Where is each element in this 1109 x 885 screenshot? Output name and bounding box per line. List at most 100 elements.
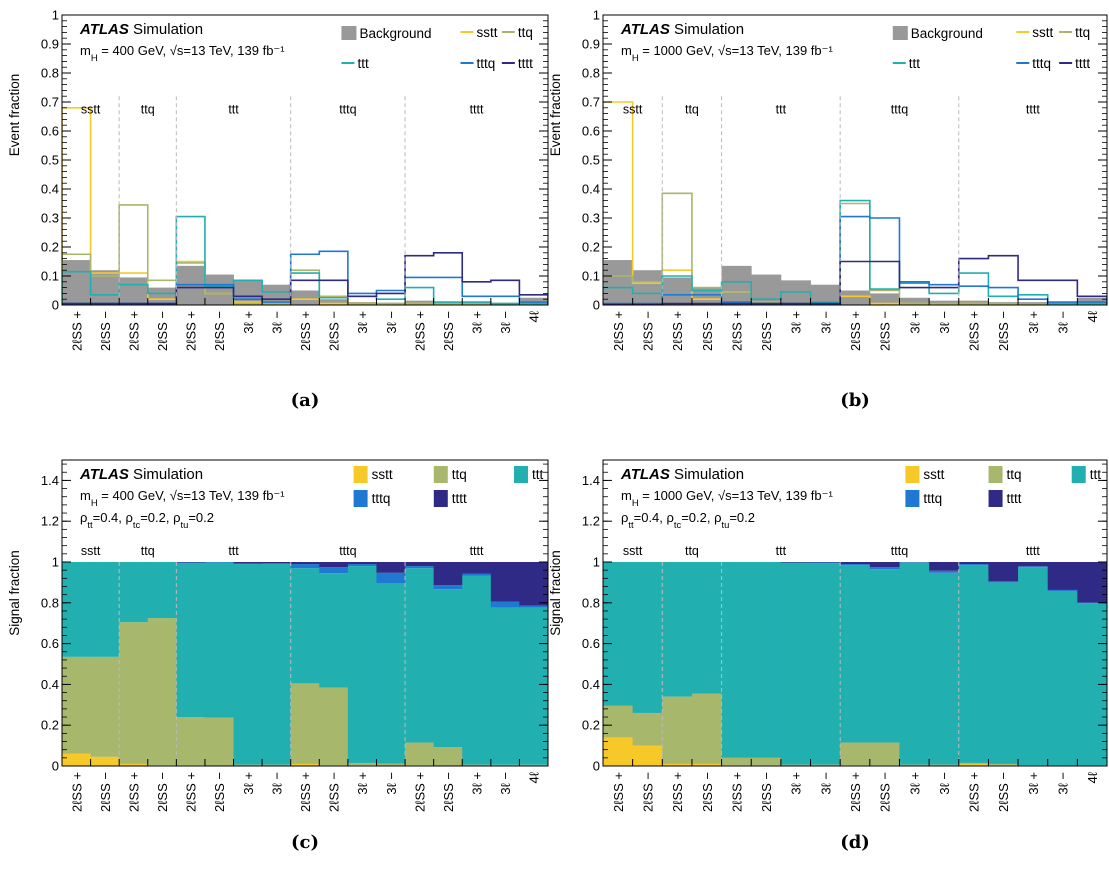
legend-label: tttt — [518, 56, 533, 71]
x-tick-label: 2ℓSS + — [184, 311, 199, 351]
bar-ttq — [234, 765, 263, 766]
bar-background — [603, 260, 633, 305]
bar-ttq — [692, 694, 722, 764]
bar-ttt — [662, 562, 692, 697]
bar-ttq — [959, 763, 989, 764]
x-tick-label: 3ℓ + — [789, 311, 804, 334]
x-tick-label: 2ℓSS − — [155, 772, 170, 812]
legend-label: tttq — [477, 56, 496, 71]
bar-tttt — [291, 562, 320, 564]
y-tick-label: 0.8 — [41, 595, 59, 610]
legend-swatch-ttq — [989, 466, 1003, 483]
y-tick-label: 1.2 — [41, 514, 59, 529]
bar-ttt — [1048, 591, 1078, 765]
x-tick-label: 3ℓ + — [1026, 311, 1041, 334]
legend-label: tttt — [452, 491, 467, 506]
bar-tttq — [376, 573, 405, 583]
legend-label: sstt — [372, 467, 393, 482]
y-tick-label: 0 — [52, 759, 59, 774]
bar-tttt — [405, 562, 434, 566]
legend-label: Background — [911, 26, 983, 41]
group-label: sstt — [623, 103, 643, 117]
legend-swatch-sstt — [905, 466, 919, 483]
legend-label: ttt — [1090, 467, 1102, 482]
panel-caption: (a) — [291, 390, 320, 411]
legend-label: ttt — [532, 467, 544, 482]
annotation-line: mH = 1000 GeV, √s=13 TeV, 139 fb⁻¹ — [621, 488, 834, 508]
bar-ttq — [176, 717, 205, 765]
x-tick-label: 3ℓ − — [818, 311, 833, 334]
y-tick-label: 1.4 — [41, 473, 59, 488]
x-tick-label: 2ℓSS + — [126, 772, 141, 812]
plot-area — [62, 562, 548, 766]
x-tick-label: 3ℓ − — [1056, 772, 1071, 795]
x-tick-label: 2ℓSS + — [967, 311, 982, 351]
x-tick-label: 2ℓSS − — [327, 311, 342, 351]
y-tick-label: 0.1 — [582, 269, 600, 284]
bar-ttt — [722, 562, 752, 758]
bar-tttt — [519, 562, 548, 606]
legend-label: tttq — [923, 491, 942, 506]
x-tick-label: 2ℓSS − — [996, 772, 1011, 812]
plot-area — [603, 562, 1107, 766]
y-tick-label: 0.4 — [41, 182, 59, 197]
bar-tttq — [929, 571, 959, 573]
x-tick-label: 3ℓ + — [241, 311, 256, 334]
bar-tttt — [262, 562, 291, 563]
bar-ttq — [662, 697, 692, 764]
x-tick-label: 2ℓSS − — [327, 772, 342, 812]
bar-ttq — [291, 683, 320, 764]
bar-background — [148, 288, 177, 305]
x-tick-label: 3ℓ − — [269, 772, 284, 795]
bar-tttq — [291, 564, 320, 568]
x-tick-label: 2ℓSS + — [412, 772, 427, 812]
x-tick-label: 2ℓSS − — [700, 311, 715, 351]
legend-label: ttq — [452, 467, 467, 482]
x-tick-label: 3ℓ − — [937, 311, 952, 334]
y-tick-label: 0.8 — [41, 66, 59, 81]
bar-ttq — [62, 657, 91, 754]
bar-ttt — [91, 562, 120, 657]
legend-label: sstt — [923, 467, 944, 482]
x-tick-label: 2ℓSS + — [729, 311, 744, 351]
annotation-line: ρtt=0.4, ρtc=0.2, ρtu=0.2 — [80, 510, 214, 530]
bar-ttt — [262, 564, 291, 765]
group-label: tttq — [339, 103, 356, 117]
annotation-line: ρtt=0.4, ρtc=0.2, ρtu=0.2 — [621, 510, 755, 530]
bar-tttq — [176, 562, 205, 563]
bar-ttt — [959, 565, 989, 763]
bar-tttq — [348, 564, 377, 566]
y-tick-label: 0.6 — [41, 124, 59, 139]
legend-label: tttq — [1032, 56, 1051, 71]
y-tick-label: 1.2 — [582, 514, 600, 529]
group-label: tttt — [470, 544, 484, 558]
x-tick-label: 2ℓSS + — [670, 311, 685, 351]
bar-ttq — [205, 718, 234, 766]
y-tick-label: 0.6 — [41, 636, 59, 651]
bar-ttq — [119, 622, 148, 764]
bar-background — [291, 291, 320, 306]
group-label: ttq — [685, 544, 699, 558]
bar-background — [205, 275, 234, 305]
legend-label: sstt — [1032, 25, 1053, 40]
bar-ttt — [751, 562, 781, 758]
bar-ttq — [348, 763, 377, 765]
x-tick-label: 3ℓ + — [789, 772, 804, 795]
bar-ttq — [840, 743, 870, 765]
x-tick-label: 2ℓSS + — [611, 311, 626, 351]
x-tick-label: 2ℓSS − — [212, 311, 227, 351]
legend-swatch-tttq — [354, 490, 368, 507]
bar-tttq — [234, 563, 263, 564]
x-tick-label: 2ℓSS + — [611, 772, 626, 812]
legend-swatch-tttt — [989, 490, 1003, 507]
y-tick-label: 0.2 — [582, 718, 600, 733]
bar-ttt — [434, 589, 463, 747]
legend-label: ttt — [909, 56, 921, 71]
x-tick-label: 2ℓSS − — [640, 772, 655, 812]
atlas-label: ATLAS Simulation — [79, 466, 203, 483]
bar-ttt — [176, 563, 205, 717]
